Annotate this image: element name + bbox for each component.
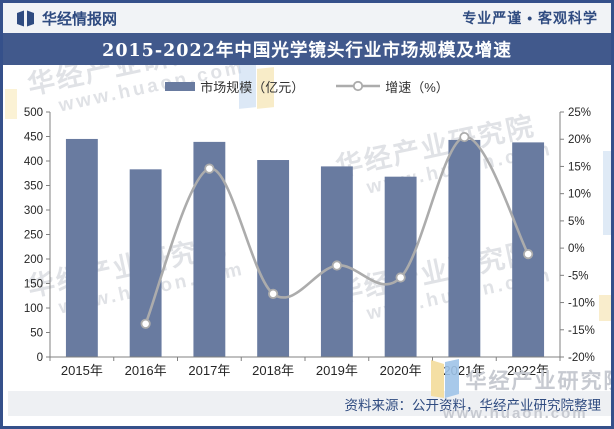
- x-axis-label: 2021年: [443, 363, 485, 378]
- line-series-swatch-icon: [336, 80, 381, 92]
- line-marker: [268, 288, 279, 299]
- x-axis-label: 2019年: [316, 363, 358, 378]
- source-strip: 资料来源：公开资料，华经产业研究院整理: [8, 391, 611, 416]
- bar-series-swatch-icon: [165, 81, 196, 91]
- chart-title: 2015-2022年中国光学镜头行业市场规模及增速: [102, 40, 512, 61]
- x-axis-label: 2022年: [507, 363, 549, 378]
- brand-name: 华经情报网: [42, 10, 118, 28]
- left-axis-tick-label: 150: [24, 279, 43, 291]
- right-axis-tick-label: -20%: [568, 352, 595, 364]
- left-axis-tick-label: 0: [37, 352, 43, 364]
- line-marker: [395, 272, 406, 283]
- chart-svg: 50045040035030025020015010050025%20%15%1…: [24, 107, 595, 378]
- chart-title-banner: 2015-2022年中国光学镜头行业市场规模及增速: [3, 33, 611, 65]
- line-marker: [523, 249, 534, 260]
- line-marker: [459, 131, 470, 143]
- right-axis-tick-label: 20%: [568, 134, 591, 146]
- right-axis-tick-label: -10%: [568, 298, 595, 310]
- left-axis-tick-label: 500: [24, 107, 43, 119]
- right-axis-tick-label: 10%: [568, 189, 591, 201]
- left-axis-tick-label: 50: [30, 328, 43, 340]
- legend-label-growth: 增速（%）: [385, 79, 449, 95]
- header-bar: 华经情报网 专业严谨 • 客观科学: [3, 3, 611, 33]
- x-axis-label: 2016年: [125, 363, 167, 378]
- bar-2015年: [65, 138, 98, 357]
- right-axis-tick-label: 0%: [568, 243, 585, 255]
- right-axis-tick-label: 25%: [568, 107, 591, 119]
- x-axis-label: 2017年: [188, 363, 230, 378]
- left-axis-tick-label: 100: [24, 303, 43, 315]
- huajing-logo-icon: [16, 10, 35, 27]
- bar-2018年: [257, 160, 290, 357]
- brand: 华经情报网: [16, 8, 117, 29]
- source-note: 资料来源：公开资料，华经产业研究院整理: [344, 397, 602, 413]
- x-axis-label: 2015年: [61, 363, 103, 378]
- left-axis-tick-label: 350: [24, 181, 43, 193]
- line-marker: [204, 163, 215, 174]
- right-axis-tick-label: 15%: [568, 161, 591, 173]
- legend-item-market-size: 市场规模（亿元）: [165, 77, 304, 96]
- header-slogan: 专业严谨 • 客观科学: [462, 10, 598, 26]
- x-axis-label: 2018年: [252, 363, 294, 378]
- chart-legend: 市场规模（亿元） 增速（%）: [3, 74, 611, 98]
- left-axis-tick-label: 200: [24, 254, 43, 266]
- legend-item-growth: 增速（%）: [336, 77, 449, 96]
- bar-2021年: [448, 139, 481, 357]
- right-axis-tick-label: -5%: [568, 270, 588, 282]
- right-axis-tick-label: -15%: [568, 325, 595, 337]
- line-marker: [331, 260, 342, 271]
- left-axis-tick-label: 250: [24, 230, 43, 242]
- left-axis-tick-label: 400: [24, 156, 43, 168]
- right-axis-tick-label: 5%: [568, 216, 585, 228]
- legend-label-market-size: 市场规模（亿元）: [200, 79, 305, 95]
- left-axis-tick-label: 300: [24, 205, 43, 217]
- bar-2020年: [384, 176, 417, 357]
- x-axis-label: 2020年: [380, 363, 422, 378]
- left-axis-tick-label: 450: [24, 132, 43, 144]
- line-marker: [140, 318, 151, 329]
